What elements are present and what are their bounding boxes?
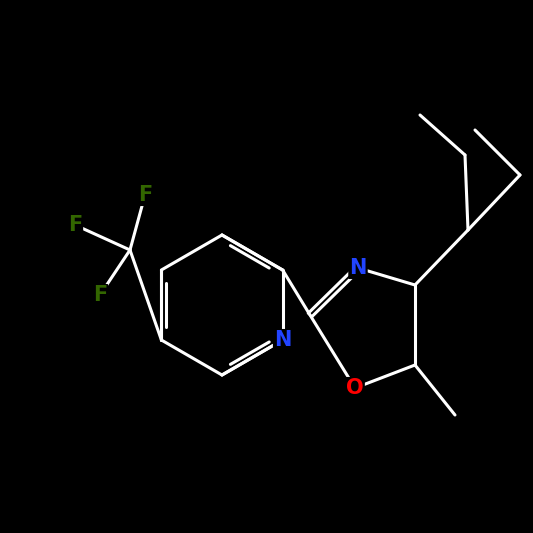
Text: F: F [138,185,152,205]
Text: F: F [68,215,82,235]
Text: N: N [274,330,292,350]
Text: O: O [346,378,364,398]
Text: F: F [93,285,107,305]
Text: N: N [349,258,367,278]
